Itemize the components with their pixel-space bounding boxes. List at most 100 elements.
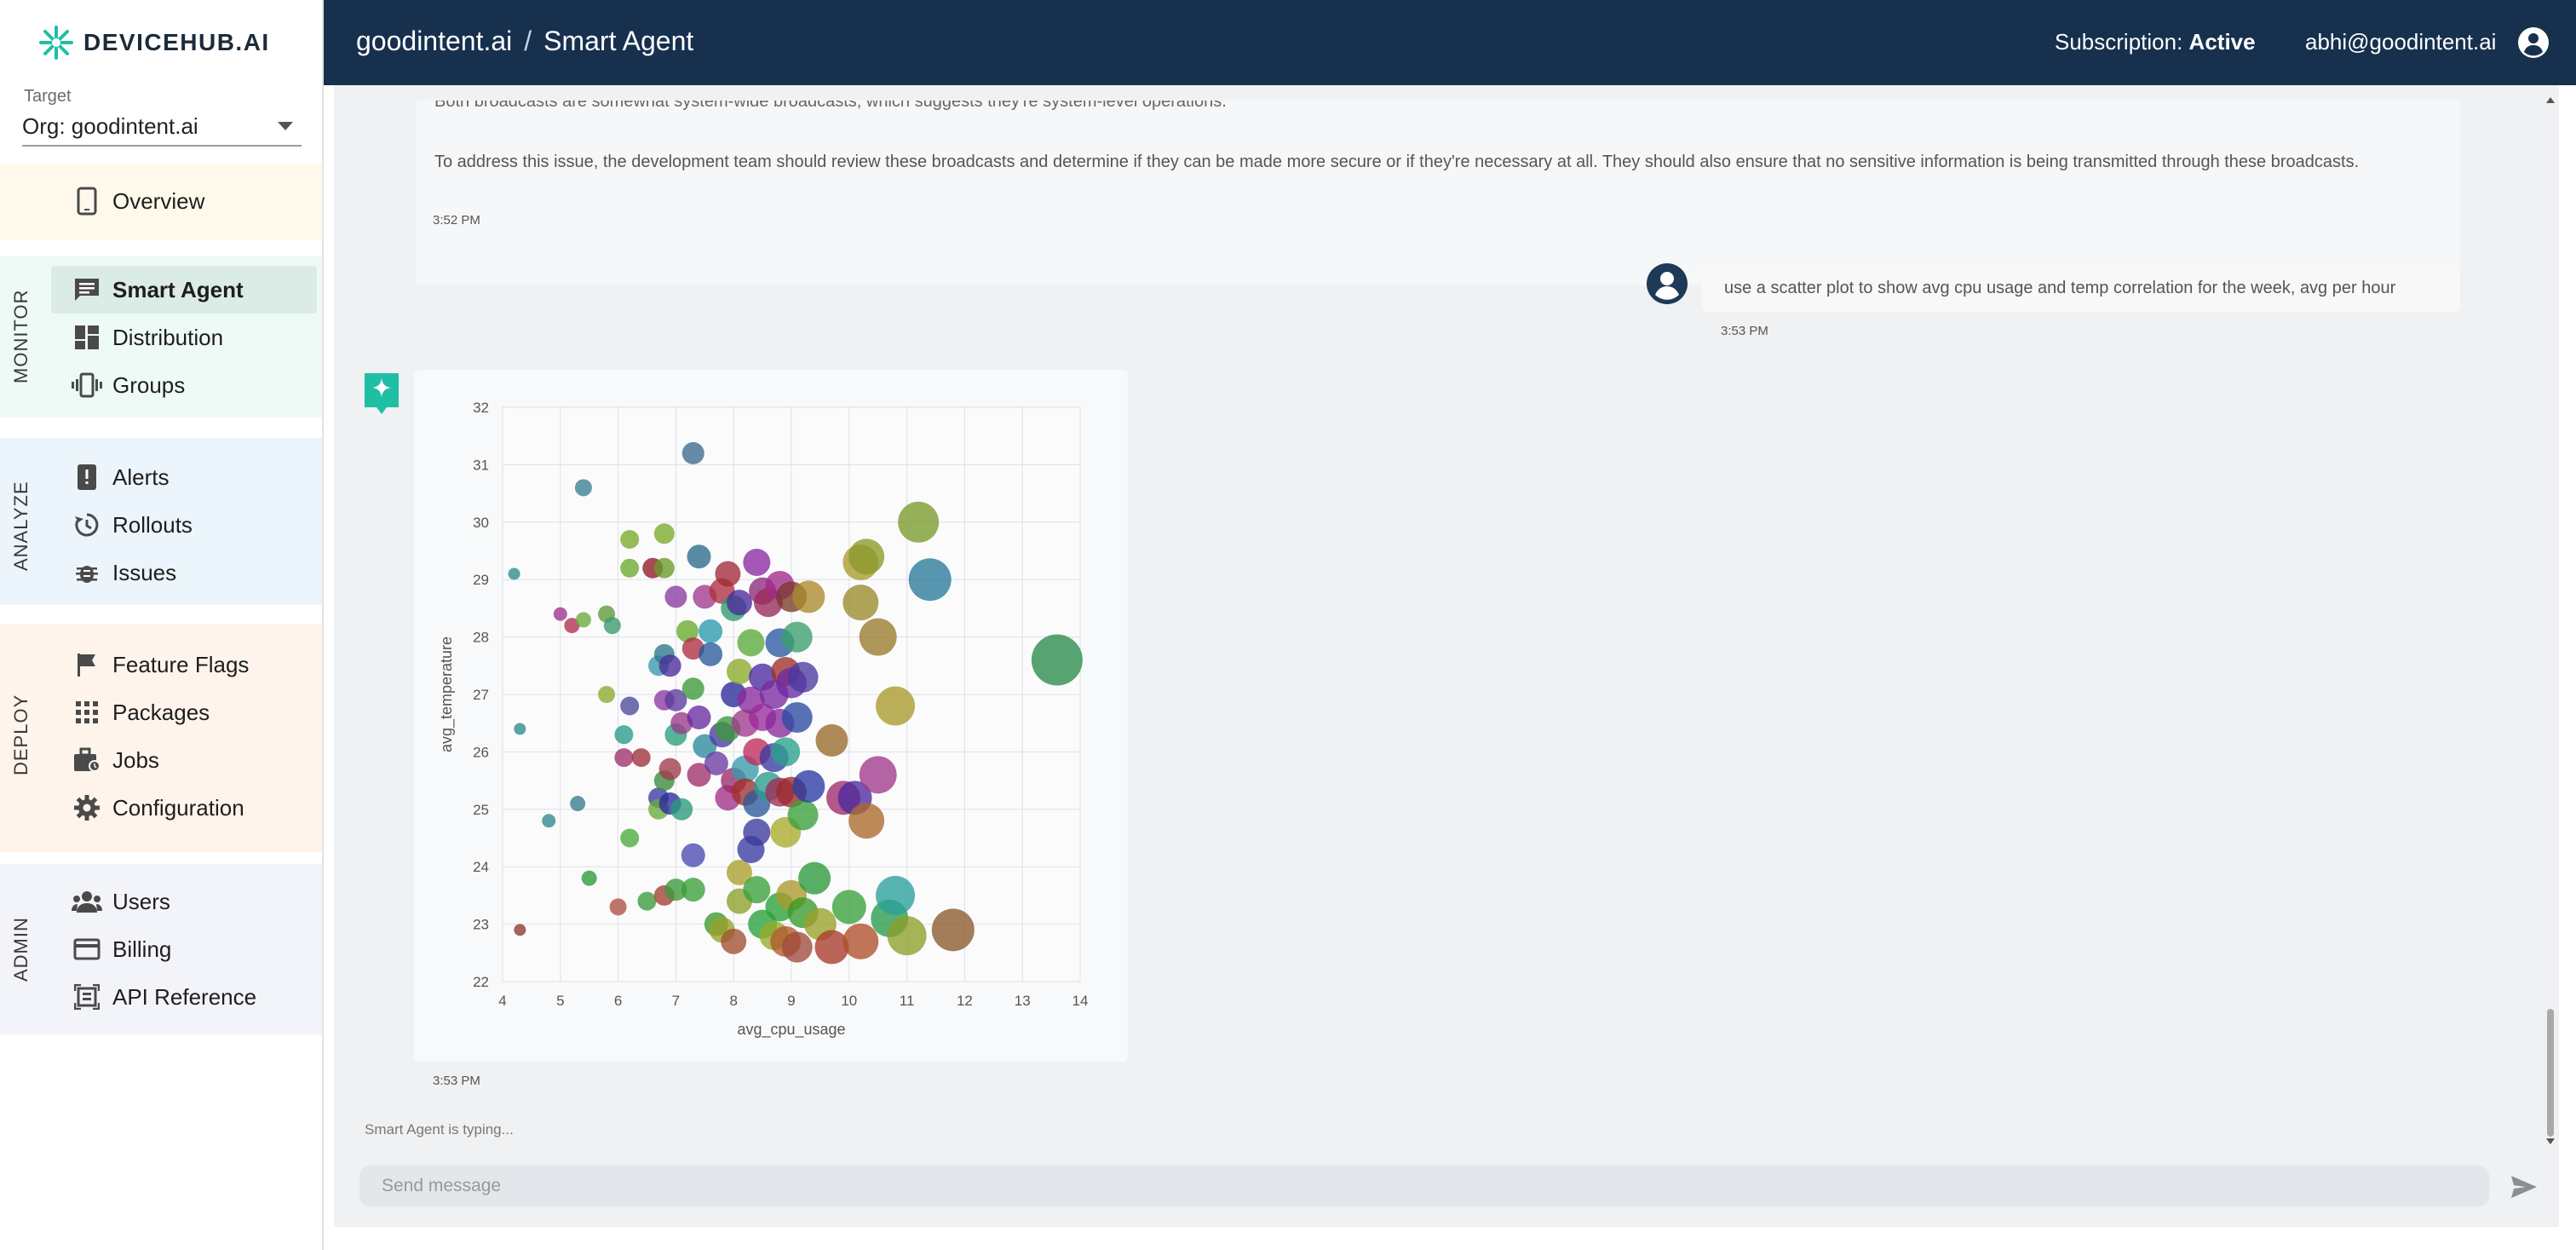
dashboard-icon bbox=[72, 322, 102, 353]
user-email[interactable]: abhi@goodintent.ai bbox=[2305, 29, 2497, 55]
section-deploy: DEPLOY Feature Flags Packages Jobs bbox=[0, 624, 322, 852]
section-analyze: ANALYZE Alerts Rollouts Issues bbox=[0, 438, 322, 605]
x-axis-label: avg_cpu_usage bbox=[737, 1021, 845, 1039]
scatter-point bbox=[681, 441, 704, 464]
account-circle-icon[interactable] bbox=[2516, 26, 2550, 60]
sidebar-item-users[interactable]: Users bbox=[51, 878, 317, 925]
sidebar-item-label: Billing bbox=[112, 936, 172, 962]
section-overview: Overview bbox=[0, 164, 322, 240]
scatter-point bbox=[670, 798, 693, 821]
x-tick-label: 9 bbox=[787, 993, 795, 1009]
scatter-point bbox=[887, 916, 927, 956]
credit-card-icon bbox=[72, 934, 102, 965]
scatter-point bbox=[653, 523, 675, 544]
scatter-point bbox=[614, 748, 634, 768]
scatter-point bbox=[876, 875, 916, 915]
scatter-chart: 4 5 6 7 8 9 10 11 12 13 14 22 23 24 25 26 27 28 29 30 31 32 a… bbox=[438, 400, 1088, 1039]
sidebar-item-packages[interactable]: Packages bbox=[51, 688, 317, 736]
x-tick-label: 6 bbox=[614, 993, 622, 1009]
sidebar-item-label: Configuration bbox=[112, 794, 244, 821]
scatter-point bbox=[931, 908, 975, 952]
y-axis-label: avg_temperature bbox=[438, 637, 456, 752]
send-icon[interactable] bbox=[2510, 1174, 2539, 1200]
scatter-point bbox=[908, 558, 952, 602]
user-message: use a scatter plot to show avg cpu usage… bbox=[1702, 264, 2460, 312]
y-tick-label: 27 bbox=[473, 687, 489, 703]
sidebar-item-label: Groups bbox=[112, 372, 186, 398]
target-label: Target bbox=[24, 87, 72, 106]
target-org-value: Org: goodintent.ai bbox=[22, 112, 198, 139]
section-title-admin: ADMIN bbox=[10, 917, 32, 982]
scatter-point bbox=[609, 898, 627, 916]
x-tick-label: 10 bbox=[841, 993, 857, 1009]
scatter-point bbox=[658, 654, 681, 677]
message-input[interactable] bbox=[382, 1176, 2489, 1196]
scatter-point bbox=[664, 878, 687, 901]
chart-card: 4 5 6 7 8 9 10 11 12 13 14 22 23 24 25 26 27 28 29 30 31 32 a… bbox=[414, 370, 1128, 1062]
scatter-point bbox=[631, 748, 651, 768]
chat-scrollbar[interactable] bbox=[2544, 97, 2557, 1147]
brand-logo[interactable]: DEVICEHUB.AI bbox=[37, 24, 270, 61]
sidebar-item-label: Users bbox=[112, 888, 170, 914]
scatter-point bbox=[564, 618, 580, 634]
y-tick-label: 22 bbox=[473, 974, 489, 990]
x-tick-label: 12 bbox=[957, 993, 973, 1009]
scroll-up-arrow-icon[interactable] bbox=[2546, 97, 2555, 103]
scatter-point bbox=[715, 561, 741, 587]
logo-icon bbox=[39, 26, 73, 60]
section-monitor: MONITOR Smart Agent Distribution Groups bbox=[0, 256, 322, 418]
scatter-point bbox=[676, 619, 699, 642]
target-org-select[interactable]: Org: goodintent.ai bbox=[22, 107, 302, 147]
scatter-point bbox=[514, 723, 526, 735]
scatter-point bbox=[614, 725, 634, 745]
subscription-value: Active bbox=[2188, 29, 2256, 55]
sidebar-item-rollouts[interactable]: Rollouts bbox=[51, 501, 317, 549]
sidebar-item-label: Overview bbox=[112, 187, 205, 214]
y-tick-label: 30 bbox=[473, 515, 489, 531]
scatter-point bbox=[664, 585, 687, 608]
agent-message-partial: Both broadcasts are somewhat system-wide… bbox=[434, 101, 1227, 111]
scatter-point bbox=[699, 642, 723, 666]
scatter-point bbox=[681, 878, 705, 902]
sidebar-item-feature-flags[interactable]: Feature Flags bbox=[51, 641, 317, 688]
scroll-thumb[interactable] bbox=[2547, 1009, 2554, 1137]
y-tick-label: 23 bbox=[473, 917, 489, 933]
scroll-down-arrow-icon[interactable] bbox=[2546, 1138, 2555, 1144]
sidebar-item-overview[interactable]: Overview bbox=[51, 177, 317, 225]
scatter-point bbox=[574, 479, 592, 497]
scatter-point bbox=[898, 501, 940, 543]
sidebar-item-smart-agent[interactable]: Smart Agent bbox=[51, 266, 317, 314]
scatter-point bbox=[831, 890, 866, 925]
sidebar: DEVICEHUB.AI Target Org: goodintent.ai O… bbox=[0, 0, 324, 1250]
apps-icon bbox=[72, 697, 102, 728]
sidebar-item-jobs[interactable]: Jobs bbox=[51, 736, 317, 784]
scatter-point bbox=[737, 629, 765, 657]
scatter-point bbox=[781, 701, 813, 733]
scatter-point bbox=[681, 843, 705, 867]
breadcrumb: goodintent.ai / Smart Agent bbox=[356, 26, 693, 57]
section-title-analyze: ANALYZE bbox=[10, 481, 32, 571]
scatter-point bbox=[620, 828, 640, 848]
brand-name: DEVICEHUB.AI bbox=[83, 29, 270, 55]
scatter-point bbox=[1031, 634, 1083, 686]
sidebar-item-api-reference[interactable]: API Reference bbox=[51, 973, 317, 1021]
sidebar-item-distribution[interactable]: Distribution bbox=[51, 314, 317, 361]
briefcase-icon bbox=[72, 745, 102, 775]
y-tick-label: 31 bbox=[473, 457, 489, 473]
message-input-bar[interactable] bbox=[359, 1166, 2489, 1207]
chart-points bbox=[508, 441, 1083, 965]
scatter-point bbox=[876, 686, 916, 726]
scatter-point bbox=[726, 859, 752, 885]
page-title: Smart Agent bbox=[543, 26, 694, 56]
scatter-point bbox=[620, 558, 640, 578]
scatter-point bbox=[620, 530, 640, 550]
breadcrumb-org[interactable]: goodintent.ai bbox=[356, 26, 513, 56]
sidebar-item-groups[interactable]: Groups bbox=[51, 361, 317, 409]
sidebar-item-alerts[interactable]: Alerts bbox=[51, 453, 317, 501]
sidebar-item-billing[interactable]: Billing bbox=[51, 925, 317, 973]
y-tick-label: 29 bbox=[473, 572, 489, 588]
sidebar-item-issues[interactable]: Issues bbox=[51, 549, 317, 596]
scatter-point bbox=[603, 617, 621, 635]
sidebar-item-configuration[interactable]: Configuration bbox=[51, 784, 317, 832]
